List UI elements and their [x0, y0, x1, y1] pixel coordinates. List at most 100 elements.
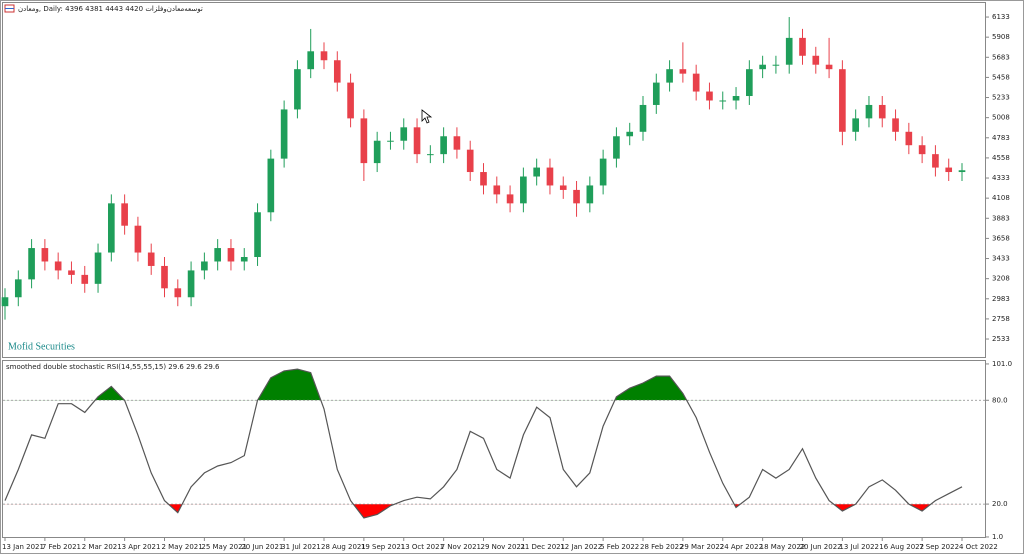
candle-body	[599, 158, 607, 186]
candle-body	[333, 60, 341, 83]
candle-body	[413, 127, 421, 155]
x-tick-label: 31 Jul 2021	[281, 543, 321, 551]
candle-body	[626, 131, 634, 137]
y-tick-label: 5908	[992, 33, 1010, 41]
candle-body	[134, 225, 142, 253]
x-tick-label: 12 Jan 2022	[560, 543, 602, 551]
candle-body	[373, 140, 381, 164]
candle-body	[559, 185, 567, 190]
candle-body	[932, 154, 939, 168]
candle-body	[54, 261, 62, 271]
x-tick-label: 3 Apr 2021	[122, 543, 161, 551]
x-tick-label: 20 Jun 2021	[241, 543, 283, 551]
candle-body	[533, 167, 540, 177]
y-tick-label: 80.0	[992, 396, 1008, 404]
candle-body	[652, 82, 660, 105]
chart-title: ومعادن, Daily: 4396 4381 4443 4420 توسعه…	[18, 5, 203, 13]
y-tick-label: 5683	[992, 53, 1010, 61]
candle-body	[453, 136, 461, 150]
y-tick-label: 3433	[992, 255, 1010, 263]
x-tick-label: 19 Sep 2021	[361, 543, 405, 551]
candle-body	[387, 140, 394, 142]
candle-body	[772, 64, 780, 66]
candle-body	[945, 167, 953, 173]
y-tick-label: 4333	[992, 174, 1010, 182]
price-panel	[2, 2, 986, 358]
candle-body	[360, 118, 368, 164]
candle-body	[799, 37, 806, 56]
candle-body	[147, 252, 155, 266]
candle-body	[214, 248, 221, 262]
y-tick-label: 2758	[992, 315, 1010, 323]
x-tick-label: 7 Nov 2021	[441, 543, 481, 551]
candle-body	[294, 69, 301, 110]
y-tick-label: 6133	[992, 13, 1010, 21]
candle-body	[240, 257, 248, 262]
x-tick-label: 28 Feb 2022	[640, 543, 684, 551]
candle-body	[480, 172, 487, 186]
line-series	[4, 368, 963, 519]
candle-body	[347, 82, 354, 119]
candle-body	[227, 248, 235, 262]
y-tick-label: 2533	[992, 335, 1010, 343]
candle-body	[254, 212, 261, 258]
candle-body	[692, 73, 700, 92]
x-tick-label: 2 Mar 2021	[82, 543, 122, 551]
candle-body	[174, 288, 182, 298]
candle-body	[267, 158, 275, 213]
cursor	[421, 109, 433, 124]
x-tick-label: 25 May 2021	[201, 543, 247, 551]
candle-body	[427, 154, 434, 156]
x-tick-label: 21 Dec 2021	[520, 543, 565, 551]
x-tick-label: 2 May 2021	[162, 543, 203, 551]
candle-body	[546, 167, 554, 186]
candle-body	[666, 69, 673, 83]
x-tick-label: 16 Aug 2022	[879, 543, 924, 551]
y-tick-label: 5458	[992, 73, 1010, 81]
candle-body	[958, 170, 966, 173]
y-tick-label: 4783	[992, 134, 1010, 142]
candle-body	[573, 189, 580, 204]
candle-body	[759, 64, 766, 70]
candle-body	[586, 185, 594, 204]
y-tick-label: 5233	[992, 94, 1010, 102]
candle-body	[1, 297, 9, 307]
candle-body	[41, 248, 49, 262]
y-tick-label: 3208	[992, 275, 1010, 283]
level-fill	[95, 369, 687, 401]
candle-body	[706, 91, 713, 101]
x-tick-label: 18 May 2022	[760, 543, 806, 551]
candle-body	[679, 69, 687, 74]
y-tick-label: 1.0	[992, 533, 1003, 541]
candle-body	[506, 194, 514, 204]
x-tick-label: 29 Mar 2022	[680, 543, 724, 551]
candle-body	[94, 252, 102, 284]
candle-body	[520, 176, 527, 204]
candle-body	[201, 261, 208, 271]
candle-body	[121, 203, 128, 226]
candle-body	[905, 131, 913, 146]
x-tick-label: 5 Feb 2022	[600, 543, 639, 551]
y-tick-label: 101.0	[992, 360, 1012, 368]
candle-body	[400, 127, 408, 141]
candle-body	[14, 279, 22, 298]
y-tick-label: 3883	[992, 214, 1010, 222]
indicator-title: smoothed double stochastic RSI(14,55,55,…	[6, 363, 220, 371]
x-tick-label: 7 Feb 2021	[42, 543, 81, 551]
candle-body	[732, 96, 740, 101]
candle-body	[852, 118, 859, 132]
candle-body	[320, 51, 328, 61]
indicator-panel	[2, 360, 986, 538]
x-tick-label: 13 Oct 2021	[401, 543, 444, 551]
candle-body	[440, 136, 447, 155]
y-tick-label: 2983	[992, 295, 1010, 303]
x-tick-label: 13 Jul 2022	[839, 543, 879, 551]
y-tick-label: 4558	[992, 154, 1010, 162]
candle-body	[892, 118, 899, 132]
candle-body	[187, 270, 195, 298]
candle-body	[280, 109, 288, 159]
candle-body	[307, 51, 315, 70]
watermark: Mofid Securities	[8, 341, 75, 352]
